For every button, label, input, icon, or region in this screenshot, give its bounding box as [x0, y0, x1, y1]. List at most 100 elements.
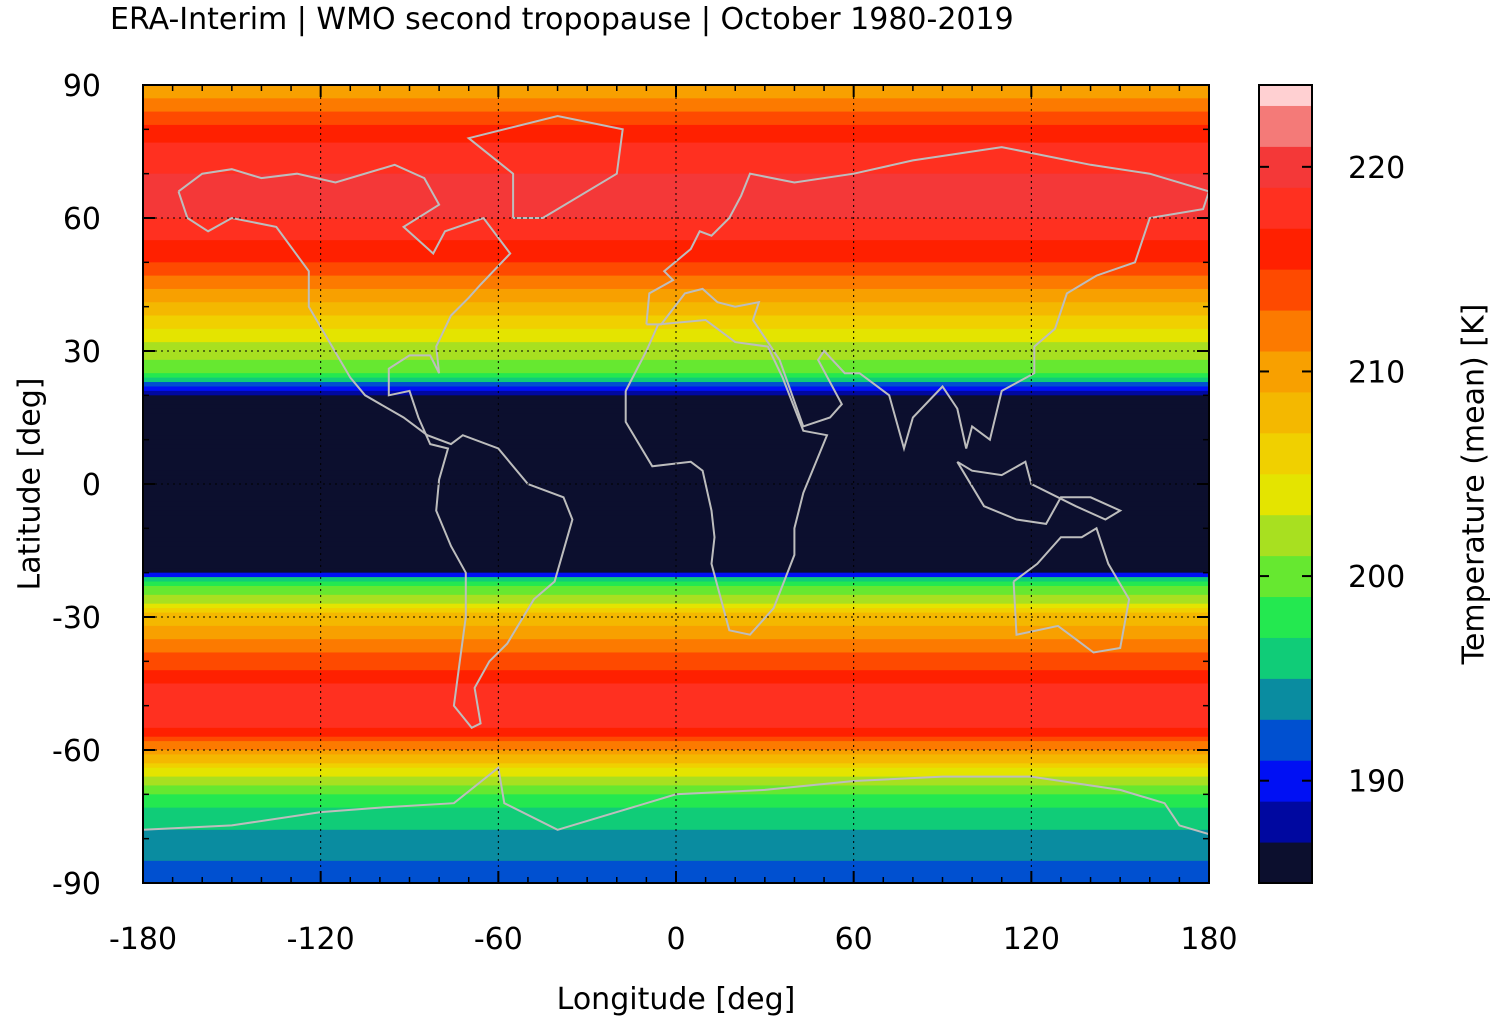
field-band [143, 266, 1209, 272]
y-axis-ticks: 90 60 30 0 -30 -60 -90 [52, 69, 1209, 902]
field-band [143, 195, 1209, 201]
field-band [143, 484, 1209, 490]
field-band [143, 670, 1209, 676]
field-band [143, 763, 1209, 769]
field-band [143, 825, 1209, 831]
field-band [143, 186, 1209, 192]
field-band [143, 860, 1209, 866]
field-band [143, 457, 1209, 463]
x-tick-label: -180 [109, 922, 177, 957]
colorbar-level [1259, 596, 1312, 638]
field-band [143, 807, 1209, 813]
field-band [143, 829, 1209, 835]
field-band [143, 625, 1209, 631]
field-band [143, 470, 1209, 476]
field-band [143, 554, 1209, 560]
field-band [143, 727, 1209, 733]
y-tick-label: -60 [52, 734, 101, 769]
y-tick-label: -90 [52, 867, 101, 902]
field-band [143, 492, 1209, 498]
field-band [143, 843, 1209, 849]
colorbar-tick-label: 200 [1348, 560, 1405, 595]
coastline [956, 460, 1123, 525]
field-band [143, 253, 1209, 259]
field-band [143, 333, 1209, 339]
field-band [143, 133, 1209, 139]
x-tick-label: 120 [1003, 922, 1060, 957]
colorbar-tick-label: 210 [1348, 355, 1405, 390]
field-band [143, 568, 1209, 574]
colorbar-label: Temperature (mean) [K] [1456, 303, 1492, 665]
field-band [143, 417, 1209, 423]
chart-title: ERA-Interim | WMO second tropopause | Oc… [110, 2, 1014, 37]
field-band [143, 315, 1209, 321]
field-band [143, 608, 1209, 614]
field-band [143, 501, 1209, 507]
colorbar-level [1259, 473, 1312, 516]
colorbar-level [1259, 269, 1312, 311]
x-axis-label: Longitude [deg] [556, 982, 796, 1017]
field-band [143, 687, 1209, 693]
field-band [143, 590, 1209, 596]
field-band [143, 585, 1209, 591]
field-band [143, 794, 1209, 800]
field-band [143, 386, 1209, 392]
field-band [143, 537, 1209, 543]
field-band [143, 488, 1209, 494]
field-band [143, 151, 1209, 157]
field-band [143, 235, 1209, 241]
field-band [143, 643, 1209, 649]
colorbar-level [1259, 105, 1312, 147]
x-tick-label: 180 [1180, 922, 1237, 957]
colorbar-tick-label: 220 [1348, 151, 1405, 186]
x-tick-label: 0 [666, 922, 685, 957]
colorbar-level [1259, 514, 1312, 557]
field-band [143, 178, 1209, 184]
x-tick-label: 60 [835, 922, 873, 957]
y-tick-label: 90 [63, 69, 101, 104]
field-band [143, 284, 1209, 290]
coastlines [143, 114, 1209, 836]
colorbar [1258, 84, 1313, 884]
coastline [177, 163, 574, 730]
grid [143, 85, 1209, 883]
colorbar-level [1259, 678, 1312, 720]
field-band [143, 781, 1209, 787]
field-band [143, 213, 1209, 219]
field-band [143, 390, 1209, 396]
field-band [143, 656, 1209, 662]
field-band [143, 510, 1209, 516]
colorbar-level [1259, 801, 1312, 843]
colorbar-tick-label: 190 [1348, 765, 1405, 800]
field-band [143, 674, 1209, 680]
colorbar-level [1259, 391, 1312, 434]
field-band [143, 288, 1209, 294]
coastline [624, 318, 829, 636]
field-band [143, 621, 1209, 627]
field-band [143, 169, 1209, 175]
field-band [143, 147, 1209, 153]
field-band [143, 661, 1209, 667]
colorbar-level [1259, 310, 1312, 352]
field-band [143, 306, 1209, 312]
field-band [143, 789, 1209, 795]
field-band [143, 182, 1209, 188]
x-axis-ticks: -180 -120 -60 0 60 120 180 [109, 85, 1238, 957]
field-band [143, 355, 1209, 361]
field-band [143, 337, 1209, 343]
field-band [143, 452, 1209, 458]
field-band [143, 696, 1209, 702]
colorbar-level [1259, 637, 1312, 679]
x-tick-label: -60 [474, 922, 523, 957]
field-band [143, 847, 1209, 853]
field-band [143, 541, 1209, 547]
colorbar-level [1259, 228, 1312, 270]
x-tick-label: -120 [287, 922, 355, 957]
colorbar-level [1259, 85, 1312, 106]
y-tick-label: 60 [63, 202, 101, 237]
y-axis-label: Latitude [deg] [12, 377, 48, 591]
field-band [143, 421, 1209, 427]
field-band [143, 816, 1209, 822]
field-band [143, 758, 1209, 764]
field-band [143, 399, 1209, 405]
